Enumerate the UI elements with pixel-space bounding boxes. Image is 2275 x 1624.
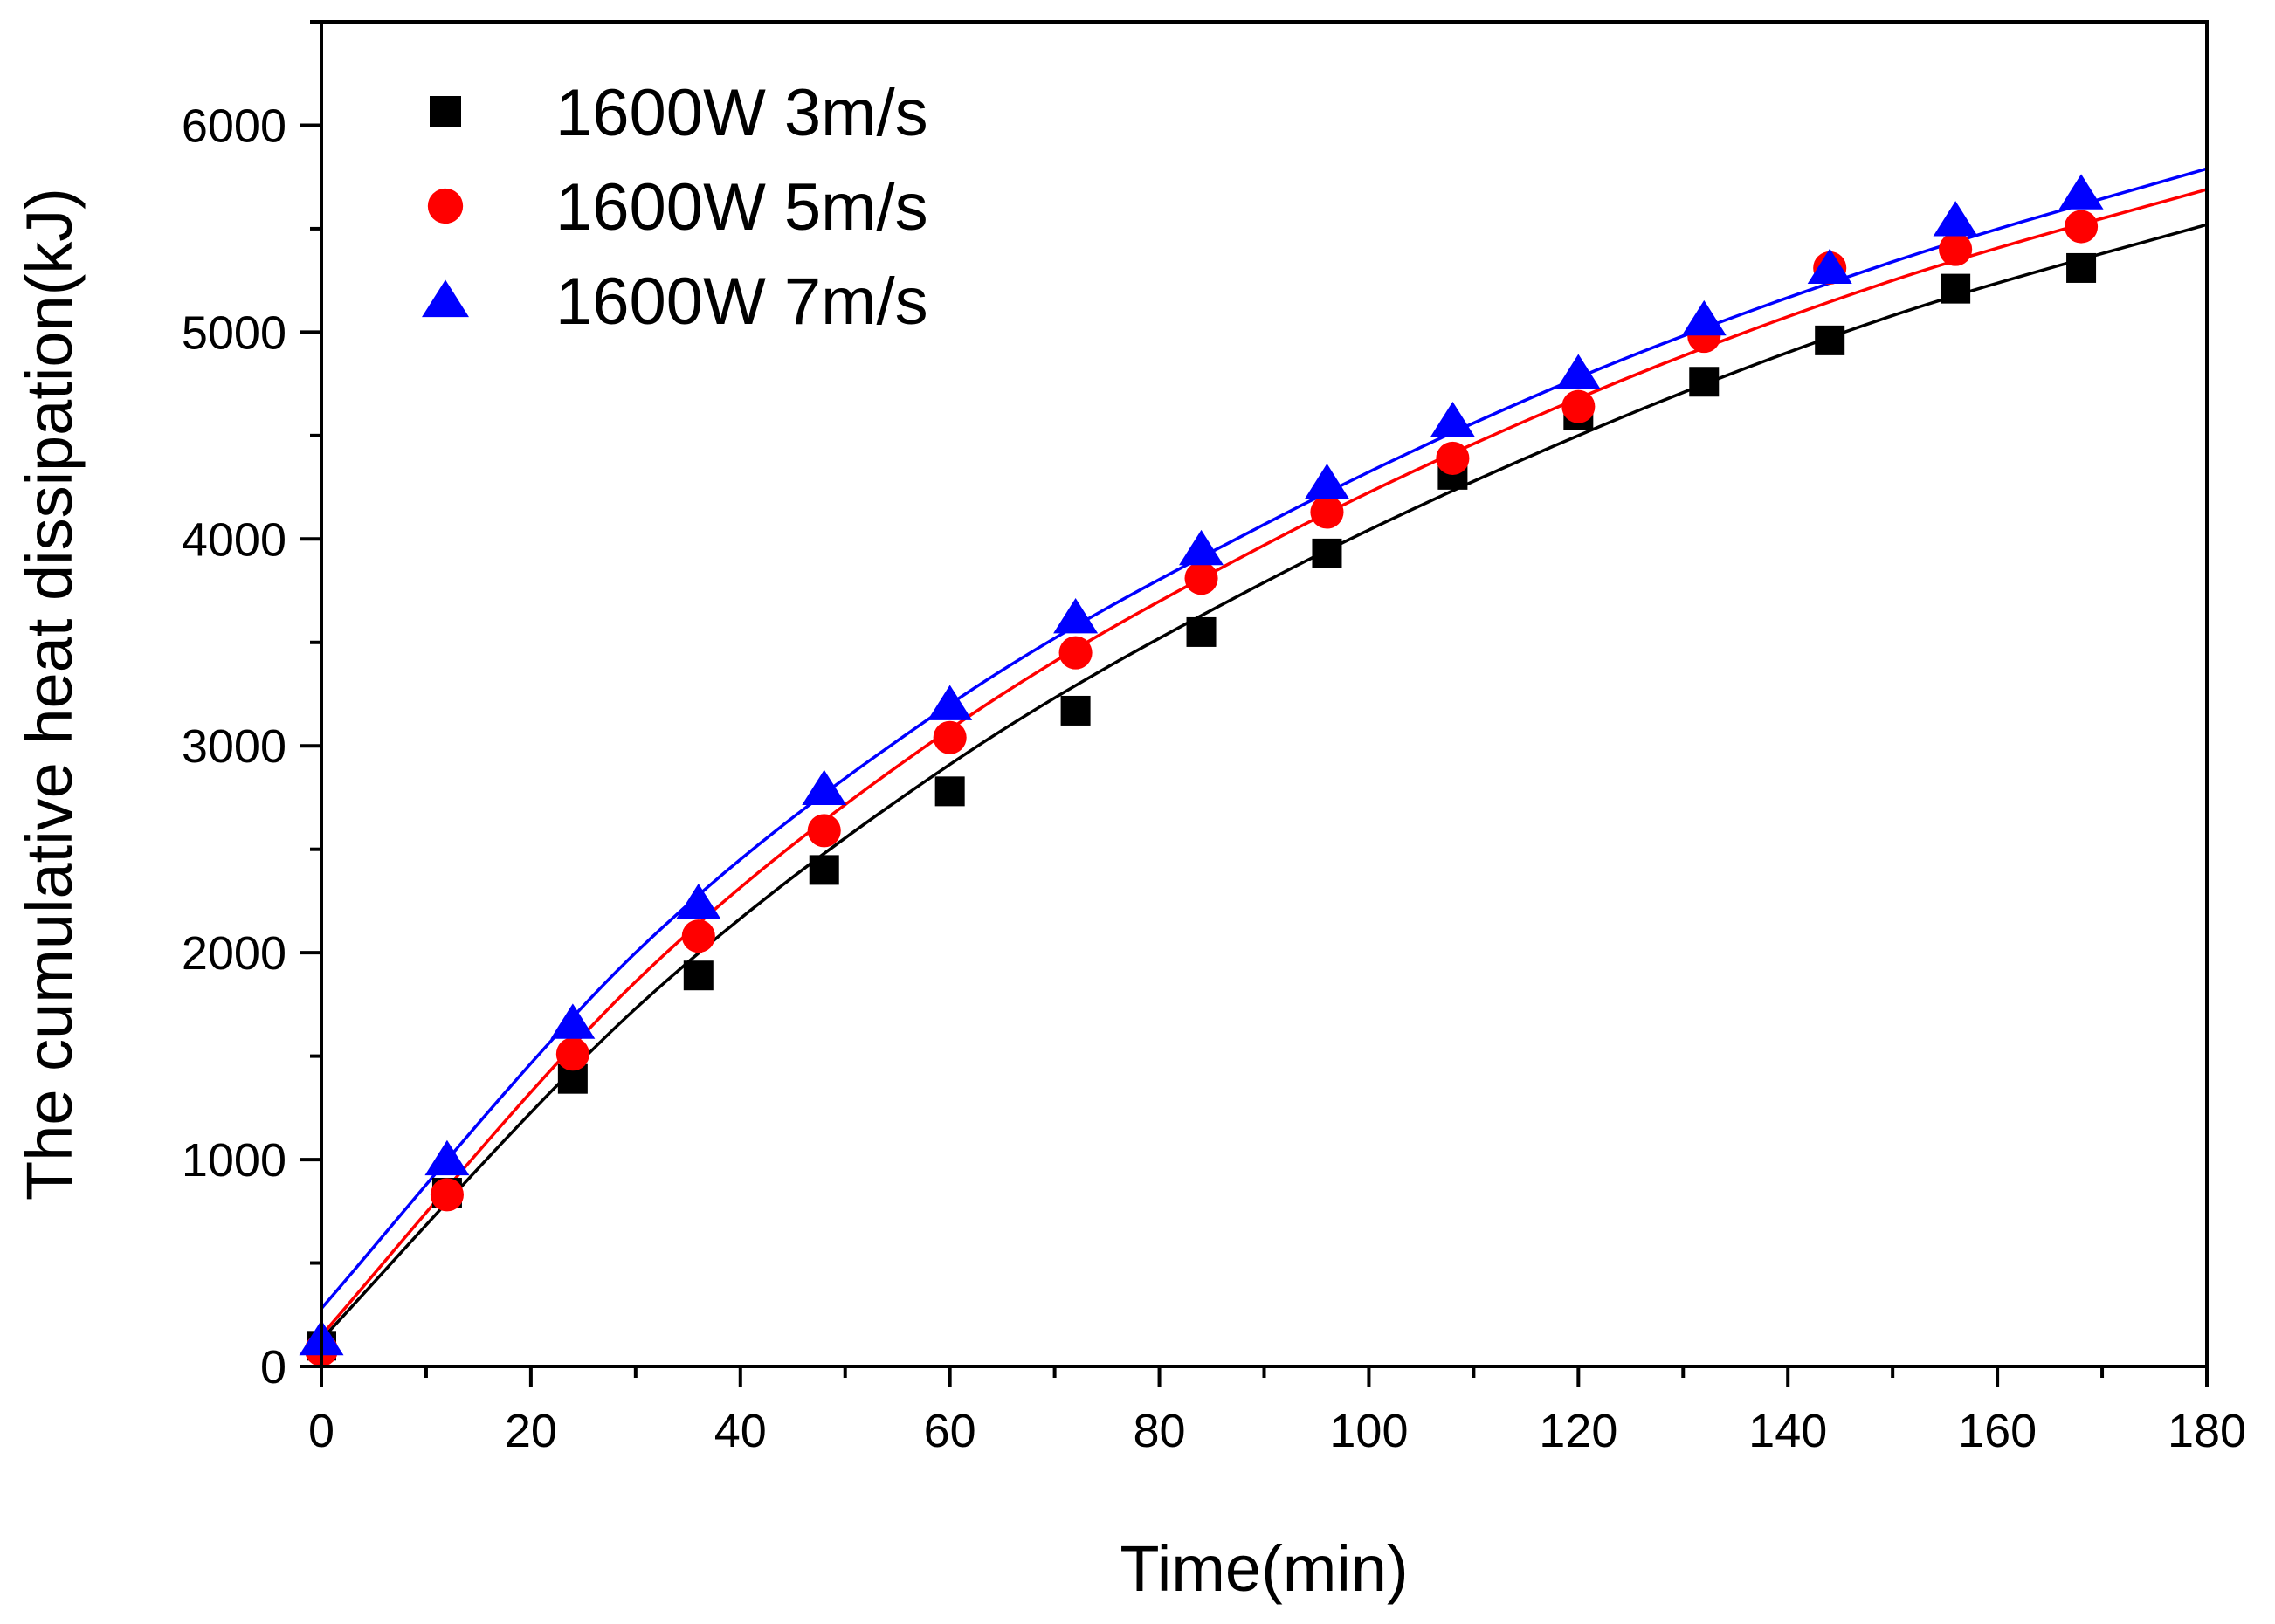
data-point [927,685,973,720]
x-tick-label: 20 [505,1405,557,1457]
fit-curves [320,167,2208,1341]
legend-label: 1600W 3m/s [555,76,928,150]
y-tick-label: 1000 [182,1134,286,1187]
data-point [430,1178,464,1212]
data-point [802,769,847,806]
x-tick-label: 180 [2168,1405,2246,1457]
data-point [1815,325,1845,355]
legend-marker [430,96,461,127]
axis-ticks [300,20,2209,1387]
fit-line [320,167,2208,1310]
x-tick-label: 160 [1958,1405,2037,1457]
data-point [2065,210,2099,244]
x-tick-label: 0 [308,1405,334,1457]
data-markers [299,174,2104,1367]
data-point [1681,299,1727,336]
y-tick-label: 2000 [182,927,286,980]
data-point [1807,248,1852,285]
data-point [1555,354,1601,389]
data-point [2066,252,2097,283]
data-point [1310,495,1344,529]
x-tick-label: 80 [1134,1405,1186,1457]
data-point [1941,273,1971,304]
legend-label: 1600W 5m/s [555,170,928,244]
data-point [1060,695,1091,726]
data-point [807,814,841,848]
data-point [1933,201,1978,237]
fit-line [320,223,2208,1341]
data-point [1184,561,1218,595]
data-point [809,855,839,885]
data-point [1312,538,1342,568]
legend-marker [427,188,464,224]
data-point [424,1139,470,1176]
tick-labels: 0 20 40 60 80 100 120 140 160 180 0 1000 2000 3000 400… [182,100,2246,1457]
data-point [1186,616,1217,647]
data-point [1689,367,1720,397]
data-point [681,919,715,953]
data-point [550,1003,596,1039]
x-axis-title: Time(min) [1120,1532,1408,1605]
legend: 1600W 3m/s 1600W 5m/s 1600W 7m/s [422,76,928,339]
data-point [1058,636,1093,670]
x-tick-label: 120 [1539,1405,1617,1457]
y-tick-label: 0 [260,1341,286,1393]
data-point [933,720,967,754]
data-point [934,776,965,807]
data-point [2058,174,2104,210]
data-point [1436,441,1470,475]
data-point [1053,598,1099,634]
legend-label: 1600W 7m/s [555,265,928,339]
x-tick-label: 40 [714,1405,767,1457]
data-point [1304,464,1349,499]
y-tick-label: 3000 [182,720,286,773]
data-point [1939,232,1973,266]
x-tick-label: 100 [1329,1405,1408,1457]
data-point [676,883,721,919]
y-axis-title: The cumulative heat dissipation(kJ) [13,188,86,1201]
data-point [1561,389,1596,423]
data-point [555,1037,589,1071]
legend-marker [422,279,469,318]
data-point [683,960,714,991]
y-tick-label: 5000 [182,306,286,359]
x-tick-label: 140 [1748,1405,1827,1457]
fit-line [320,188,2208,1337]
data-point [1430,401,1475,437]
y-tick-label: 4000 [182,513,286,566]
y-tick-label: 6000 [182,100,286,152]
x-tick-label: 60 [924,1405,976,1457]
data-point [1179,529,1224,566]
